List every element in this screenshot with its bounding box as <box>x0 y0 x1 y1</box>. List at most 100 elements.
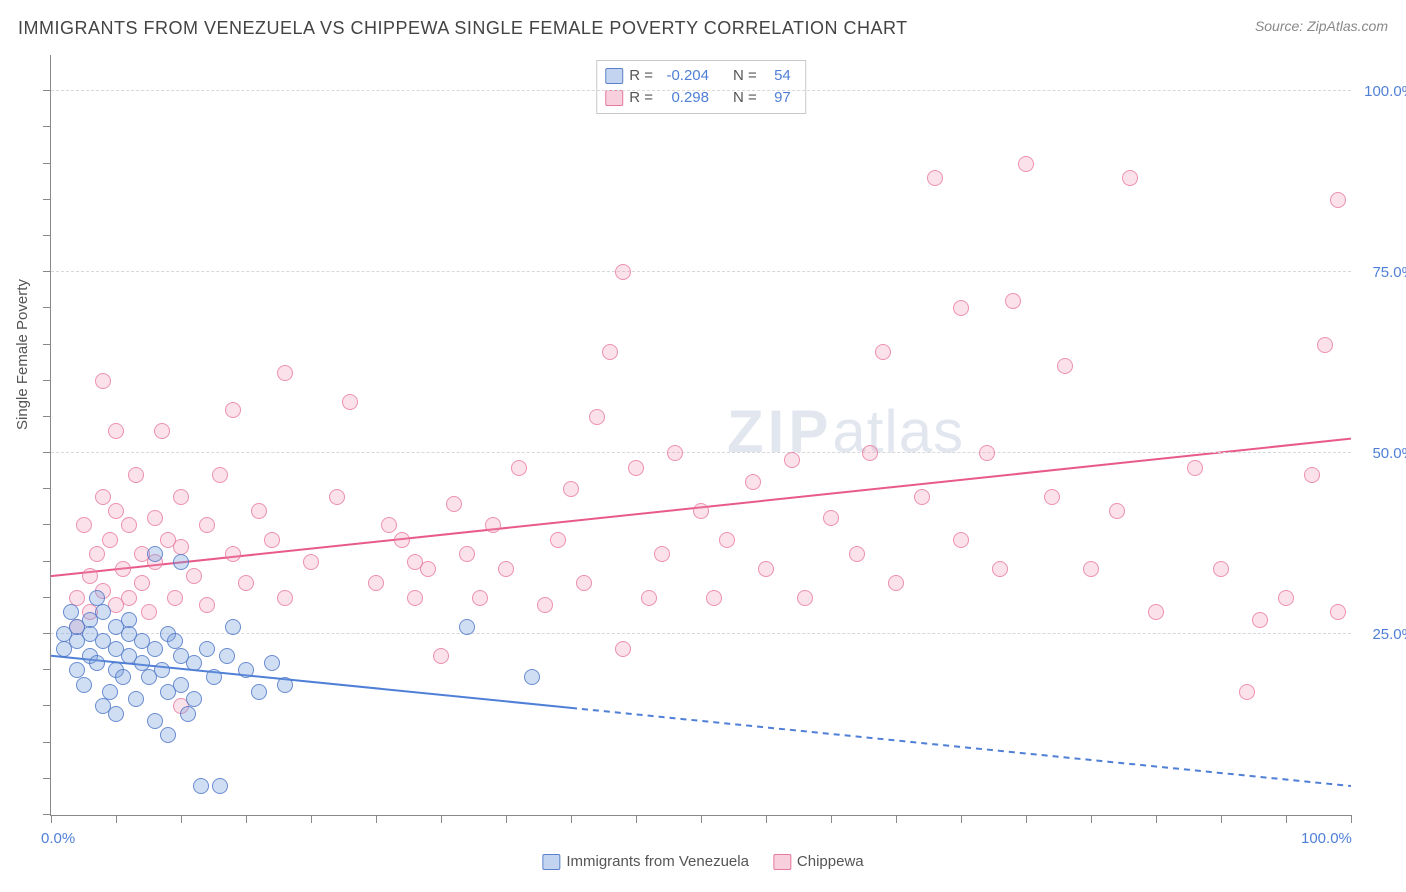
data-point-pink <box>745 474 761 490</box>
gridline <box>51 452 1351 453</box>
data-point-pink <box>1213 561 1229 577</box>
data-point-blue <box>147 546 163 562</box>
data-point-pink <box>706 590 722 606</box>
data-point-pink <box>615 264 631 280</box>
legend-n-value: 54 <box>763 65 791 87</box>
data-point-pink <box>485 517 501 533</box>
data-point-pink <box>992 561 1008 577</box>
data-point-pink <box>914 489 930 505</box>
data-point-blue <box>251 684 267 700</box>
y-tick <box>43 488 51 489</box>
legend-swatch-blue <box>542 854 560 870</box>
data-point-blue <box>186 691 202 707</box>
series-legend-item: Immigrants from Venezuela <box>542 853 749 870</box>
data-point-pink <box>1148 604 1164 620</box>
data-point-pink <box>823 510 839 526</box>
x-tick <box>831 815 832 823</box>
data-point-pink <box>849 546 865 562</box>
x-tick-label: 0.0% <box>41 830 75 847</box>
x-tick <box>311 815 312 823</box>
x-tick-label: 100.0% <box>1301 830 1352 847</box>
x-tick <box>441 815 442 823</box>
legend-swatch-blue <box>605 68 623 84</box>
data-point-pink <box>128 467 144 483</box>
y-tick <box>43 597 51 598</box>
data-point-blue <box>219 648 235 664</box>
data-point-pink <box>225 402 241 418</box>
data-point-blue <box>225 619 241 635</box>
x-tick <box>1156 815 1157 823</box>
data-point-pink <box>394 532 410 548</box>
data-point-pink <box>167 590 183 606</box>
chart-title: IMMIGRANTS FROM VENEZUELA VS CHIPPEWA SI… <box>18 18 908 38</box>
y-tick <box>43 271 51 272</box>
y-tick-label: 50.0% <box>1372 445 1406 462</box>
x-tick <box>1091 815 1092 823</box>
data-point-pink <box>420 561 436 577</box>
x-tick <box>181 815 182 823</box>
data-point-pink <box>1317 337 1333 353</box>
data-point-pink <box>1018 156 1034 172</box>
data-point-pink <box>693 503 709 519</box>
data-point-pink <box>121 590 137 606</box>
data-point-pink <box>446 496 462 512</box>
data-point-blue <box>154 662 170 678</box>
y-tick <box>43 163 51 164</box>
data-point-pink <box>1330 192 1346 208</box>
data-point-pink <box>147 510 163 526</box>
data-point-blue <box>238 662 254 678</box>
data-point-blue <box>128 691 144 707</box>
legend-r-value: -0.204 <box>659 65 709 87</box>
data-point-pink <box>875 344 891 360</box>
watermark: ZIPatlas <box>727 397 964 466</box>
data-point-blue <box>277 677 293 693</box>
scatter-plot-area: ZIPatlas R =-0.204N =54R =0.298N =97 25.… <box>50 55 1351 816</box>
data-point-pink <box>979 445 995 461</box>
data-point-blue <box>264 655 280 671</box>
data-point-pink <box>186 568 202 584</box>
data-point-pink <box>589 409 605 425</box>
data-point-blue <box>102 684 118 700</box>
y-tick <box>43 307 51 308</box>
data-point-blue <box>89 655 105 671</box>
series-legend-label: Chippewa <box>797 853 864 870</box>
data-point-blue <box>212 778 228 794</box>
x-tick <box>246 815 247 823</box>
y-tick <box>43 416 51 417</box>
data-point-pink <box>576 575 592 591</box>
data-point-pink <box>641 590 657 606</box>
x-tick <box>506 815 507 823</box>
gridline <box>51 271 1351 272</box>
legend-swatch-pink <box>773 854 791 870</box>
data-point-blue <box>115 669 131 685</box>
data-point-pink <box>76 517 92 533</box>
y-tick <box>43 199 51 200</box>
data-point-pink <box>888 575 904 591</box>
data-point-pink <box>433 648 449 664</box>
gridline <box>51 633 1351 634</box>
data-point-blue <box>95 604 111 620</box>
data-point-blue <box>180 706 196 722</box>
y-tick <box>43 669 51 670</box>
data-point-pink <box>199 517 215 533</box>
data-point-pink <box>1083 561 1099 577</box>
legend-r-label: R = <box>629 65 653 87</box>
data-point-pink <box>667 445 683 461</box>
x-tick <box>116 815 117 823</box>
data-point-pink <box>277 365 293 381</box>
x-tick <box>636 815 637 823</box>
data-point-pink <box>615 641 631 657</box>
data-point-pink <box>264 532 280 548</box>
y-tick <box>43 380 51 381</box>
y-axis-label: Single Female Poverty <box>14 279 31 430</box>
data-point-blue <box>199 641 215 657</box>
data-point-pink <box>115 561 131 577</box>
data-point-pink <box>108 423 124 439</box>
data-point-pink <box>141 604 157 620</box>
x-tick <box>51 815 52 823</box>
source-attribution: Source: ZipAtlas.com <box>1255 18 1388 34</box>
data-point-pink <box>628 460 644 476</box>
correlation-legend: R =-0.204N =54R =0.298N =97 <box>596 60 806 114</box>
data-point-pink <box>472 590 488 606</box>
x-tick <box>1351 815 1352 823</box>
